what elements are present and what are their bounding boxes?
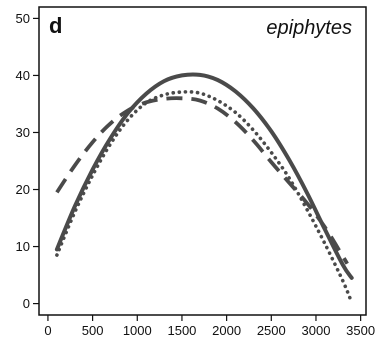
x-tick-label: 2500 <box>257 323 286 338</box>
y-tick-label: 30 <box>16 125 30 140</box>
x-tick-label: 0 <box>44 323 51 338</box>
x-tick-label: 1500 <box>167 323 196 338</box>
x-tick-label: 3500 <box>346 323 375 338</box>
y-tick-label: 0 <box>23 296 30 311</box>
y-tick-label: 50 <box>16 11 30 26</box>
series-line-dotted <box>55 90 352 300</box>
x-tick-label: 500 <box>82 323 104 338</box>
panel-title: epiphytes <box>266 17 352 39</box>
y-tick-label: 10 <box>16 239 30 254</box>
x-tick-label: 3000 <box>302 323 331 338</box>
plot-frame <box>38 6 367 316</box>
y-tick-label: 20 <box>16 182 30 197</box>
series-line-dashed <box>55 96 349 265</box>
y-tick-label: 40 <box>16 68 30 83</box>
series-line-solid <box>54 72 354 280</box>
series-lines <box>54 72 354 300</box>
x-tick-label: 2000 <box>212 323 241 338</box>
axis-ticks: 0 500 1000 1500 2000 2500 3000 3500 0 10 20 30 40 50 <box>16 11 376 338</box>
panel-label: d <box>49 13 62 38</box>
x-tick-label: 1000 <box>123 323 152 338</box>
